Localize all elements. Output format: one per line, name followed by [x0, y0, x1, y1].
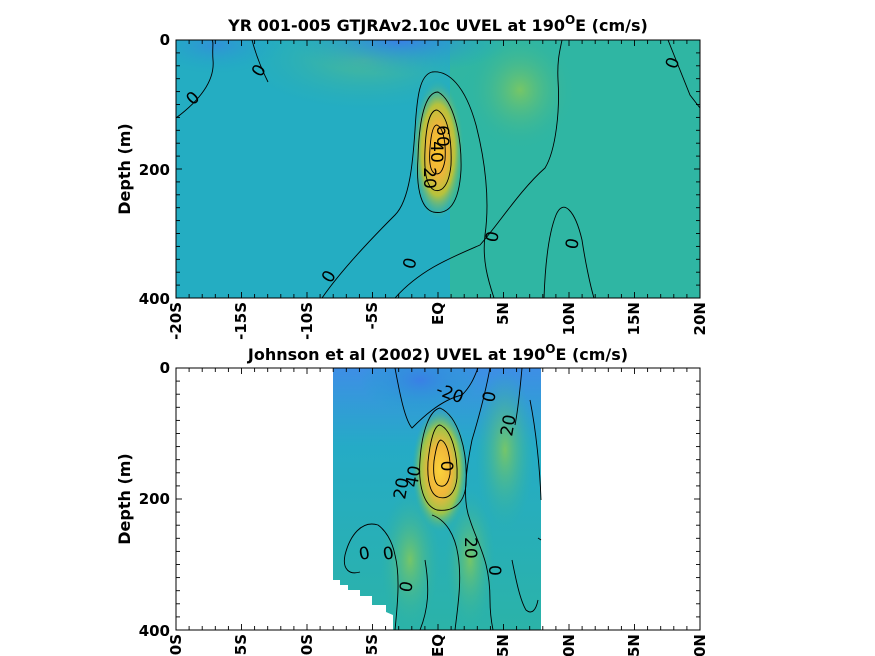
- panel-1-y-ticklabels: 0 200 400: [139, 31, 170, 308]
- x-tick-label: -5S: [363, 302, 381, 329]
- panel-1-contours: [176, 40, 700, 298]
- x-tick-label: -15S: [232, 634, 250, 656]
- y-tick-label: 0: [160, 31, 170, 49]
- y-tick-label: 400: [139, 622, 170, 640]
- contour-label: 0: [357, 543, 371, 565]
- x-tick-label: -20S: [167, 634, 185, 656]
- panel-1-title: YR 001-005 GTJRAv2.10c UVEL at 190OE (cm…: [227, 13, 648, 35]
- panel-1: YR 001-005 GTJRAv2.10c UVEL at 190OE (cm…: [115, 13, 709, 340]
- contour-label: 40: [426, 141, 446, 163]
- x-tick-label: 10N: [560, 302, 578, 335]
- contour-label: 20: [390, 476, 413, 501]
- y-tick-label: 200: [139, 490, 170, 508]
- x-tick-label: -5S: [363, 634, 381, 656]
- panel-1-ylabel: Depth (m): [115, 123, 134, 215]
- y-tick-label: 400: [139, 290, 170, 308]
- x-tick-label: -20S: [167, 302, 185, 340]
- panel-2-axes: 0 200 400 -20S -15S -10S -5S EQ 5N 10N 1…: [115, 359, 709, 656]
- x-tick-label: 20N: [691, 302, 709, 335]
- x-tick-label: -10S: [298, 634, 316, 656]
- panel-1-x-ticklabels: -20S -15S -10S -5S EQ 5N 10N 15N 20N: [167, 302, 709, 340]
- contour-label: 0: [562, 237, 584, 251]
- x-tick-label: 15N: [625, 634, 643, 656]
- x-tick-label: -10S: [298, 302, 316, 340]
- y-tick-label: 200: [139, 161, 170, 179]
- panel-2-contours: [343, 368, 542, 630]
- panel-2-x-ticklabels: -20S -15S -10S -5S EQ 5N 10N 15N 20N: [167, 634, 709, 656]
- contour-label: 20: [419, 167, 439, 189]
- panel-2: Johnson et al (2002) UVEL at 190OE (cm/s…: [115, 342, 709, 656]
- panel-1-field: [176, 40, 700, 298]
- contour-label: 0: [400, 256, 422, 272]
- x-tick-label: 5N: [494, 634, 512, 656]
- contour-label: 0: [479, 390, 501, 404]
- x-tick-label: -15S: [232, 302, 250, 340]
- contour-label: 40: [402, 464, 425, 489]
- x-tick-label: EQ: [429, 302, 447, 325]
- x-tick-label: 10N: [560, 634, 578, 656]
- y-tick-label: 0: [160, 359, 170, 377]
- contour-label: 0: [436, 461, 456, 472]
- contour-label: 20: [460, 537, 480, 559]
- panel-2-contour-labels: -20 0 20 0 40 20 0 0 20 0 0: [357, 380, 520, 594]
- x-tick-label: 5N: [494, 302, 512, 325]
- panel-2-ylabel: Depth (m): [115, 453, 134, 545]
- panel-1-axes: 0 200 400 -20S -15S -10S -5S EQ 5N 10N 1…: [115, 31, 709, 340]
- contour-label: 0: [484, 565, 504, 576]
- panel-2-y-ticklabels: 0 200 400: [139, 359, 170, 640]
- x-tick-label: 15N: [625, 302, 643, 335]
- contour-label: 0: [381, 543, 395, 565]
- contour-label: 0: [396, 580, 418, 594]
- x-tick-label: 20N: [691, 634, 709, 656]
- panel-2-title: Johnson et al (2002) UVEL at 190OE (cm/s…: [247, 342, 628, 364]
- contour-label: 0: [482, 230, 504, 244]
- x-tick-label: EQ: [429, 634, 447, 656]
- panel-2-field: [333, 368, 541, 630]
- contour-label: 60: [432, 125, 452, 147]
- contour-label: 20: [497, 413, 520, 438]
